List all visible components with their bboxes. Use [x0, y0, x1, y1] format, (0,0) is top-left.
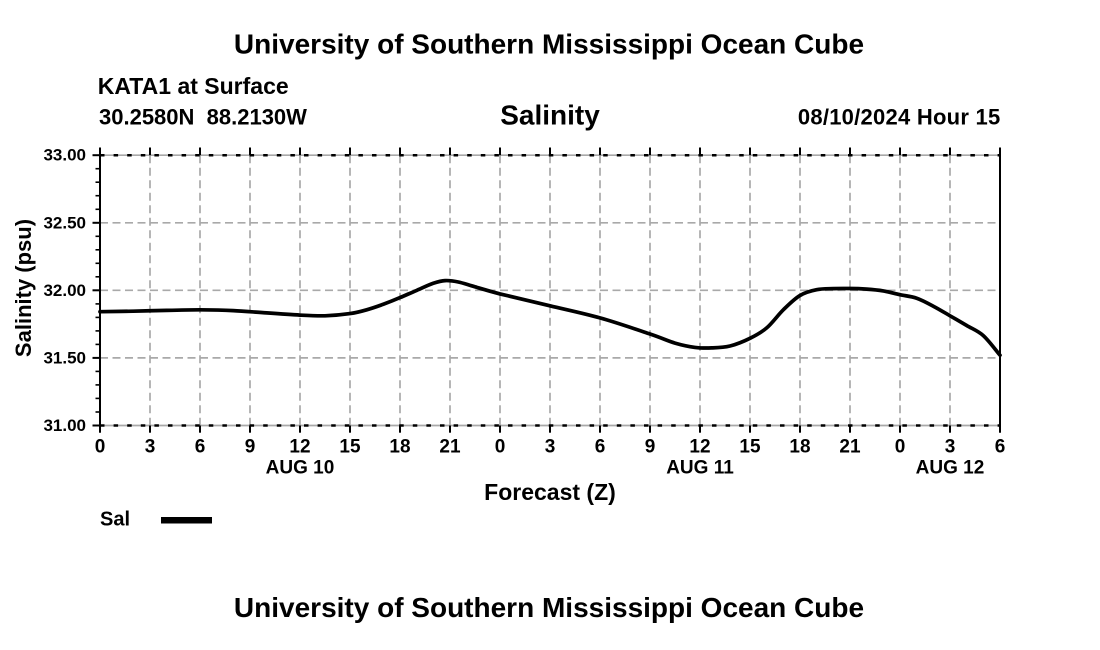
- svg-text:15: 15: [739, 437, 761, 458]
- svg-text:31.00: 31.00: [43, 416, 86, 435]
- svg-text:Sal: Sal: [100, 509, 130, 531]
- svg-text:21: 21: [439, 437, 461, 458]
- svg-text:18: 18: [789, 437, 810, 458]
- svg-text:08/10/2024 Hour 15: 08/10/2024 Hour 15: [798, 104, 1001, 129]
- svg-text:AUG 10: AUG 10: [266, 458, 335, 479]
- svg-text:6: 6: [595, 437, 606, 458]
- svg-text:0: 0: [95, 437, 106, 458]
- svg-text:33.00: 33.00: [43, 146, 86, 165]
- svg-text:9: 9: [645, 437, 656, 458]
- svg-text:KATA1 at Surface: KATA1 at Surface: [98, 73, 289, 99]
- svg-text:21: 21: [839, 437, 861, 458]
- svg-text:AUG 11: AUG 11: [666, 458, 734, 479]
- svg-text:6: 6: [195, 437, 206, 458]
- svg-text:3: 3: [145, 437, 156, 458]
- svg-text:30.2580N 88.2130W: 30.2580N 88.2130W: [99, 105, 307, 130]
- svg-text:AUG 12: AUG 12: [916, 458, 985, 479]
- svg-text:12: 12: [689, 437, 710, 458]
- svg-text:6: 6: [995, 437, 1006, 458]
- svg-text:0: 0: [895, 437, 906, 458]
- svg-text:9: 9: [245, 437, 256, 458]
- svg-text:31.50: 31.50: [43, 348, 86, 367]
- svg-text:15: 15: [339, 437, 361, 458]
- svg-text:18: 18: [389, 437, 410, 458]
- svg-text:3: 3: [545, 437, 556, 458]
- svg-text:Forecast (Z): Forecast (Z): [484, 479, 616, 505]
- svg-text:32.50: 32.50: [43, 213, 86, 232]
- svg-text:Salinity (psu): Salinity (psu): [11, 219, 36, 357]
- svg-text:0: 0: [495, 437, 506, 458]
- svg-text:12: 12: [289, 437, 310, 458]
- svg-text:University of Southern Mississ: University of Southern Mississippi Ocean…: [234, 592, 864, 623]
- svg-text:University of Southern Mississ: University of Southern Mississippi Ocean…: [234, 29, 864, 60]
- svg-text:32.00: 32.00: [43, 281, 86, 300]
- svg-text:Salinity: Salinity: [500, 100, 600, 131]
- svg-text:3: 3: [945, 437, 956, 458]
